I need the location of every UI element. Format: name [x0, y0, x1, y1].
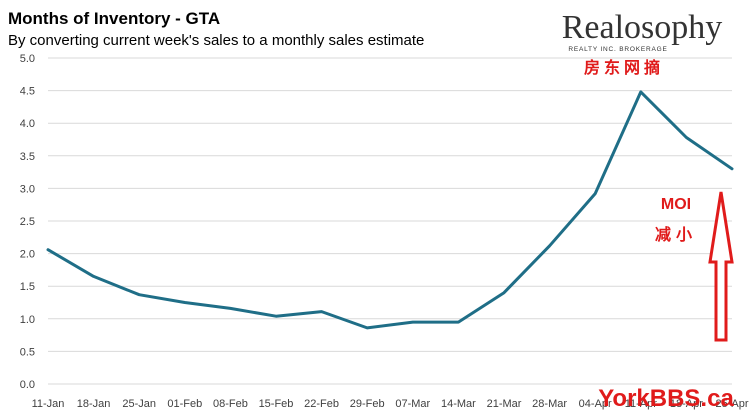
- x-tick-label: 14-Mar: [441, 398, 476, 410]
- logo-tagline: REALTY INC. BROKERAGE: [568, 46, 667, 53]
- y-tick-label: 4.5: [20, 86, 35, 98]
- x-tick-label: 01-Feb: [167, 398, 202, 410]
- x-tick-label: 07-Mar: [395, 398, 430, 410]
- y-tick-label: 4.0: [20, 118, 35, 130]
- x-tick-label: 29-Feb: [350, 398, 385, 410]
- x-tick-label: 21-Mar: [487, 398, 522, 410]
- x-tick-label: 28-Mar: [532, 398, 567, 410]
- x-tick-label: 11-Apr: [625, 398, 658, 410]
- y-tick-label: 1.5: [20, 281, 35, 293]
- x-tick-label: 15-Feb: [259, 398, 294, 410]
- y-tick-label: 3.0: [20, 183, 35, 195]
- realosophy-logo: Realosophy REALTY INC. BROKERAGE: [562, 9, 723, 53]
- x-tick-label: 22-Feb: [304, 398, 339, 410]
- x-tick-label: 18-Jan: [77, 398, 111, 410]
- y-tick-label: 3.5: [20, 151, 35, 163]
- annotation-moi: MOI: [661, 196, 691, 213]
- x-tick-label: 08-Feb: [213, 398, 248, 410]
- watermark-bottom: YorkBBS.ca: [598, 385, 734, 412]
- up-arrow-icon: [708, 191, 734, 342]
- series-line: [46, 90, 734, 330]
- x-tick-label: 25-Apr: [715, 398, 748, 410]
- y-tick-label: 2.5: [20, 216, 35, 228]
- watermark-top: 房东网摘: [584, 58, 664, 77]
- x-tick-label: 04-Apr: [579, 398, 612, 410]
- x-tick-label: 11-Jan: [32, 398, 65, 410]
- annotation-decrease: 减小: [655, 225, 697, 244]
- logo-name: Realosophy: [562, 9, 723, 46]
- x-tick-label: 18-Apr: [670, 398, 703, 410]
- chart-title: Months of Inventory - GTA: [8, 9, 220, 28]
- chart-subtitle: By converting current week's sales to a …: [8, 32, 424, 49]
- y-tick-label: 2.0: [20, 249, 35, 261]
- x-tick-label: 25-Jan: [122, 398, 156, 410]
- y-tick-label: 1.0: [20, 314, 35, 326]
- y-tick-label: 0.5: [20, 346, 35, 358]
- y-tick-label: 0.0: [20, 379, 35, 391]
- y-tick-label: 5.0: [20, 53, 35, 65]
